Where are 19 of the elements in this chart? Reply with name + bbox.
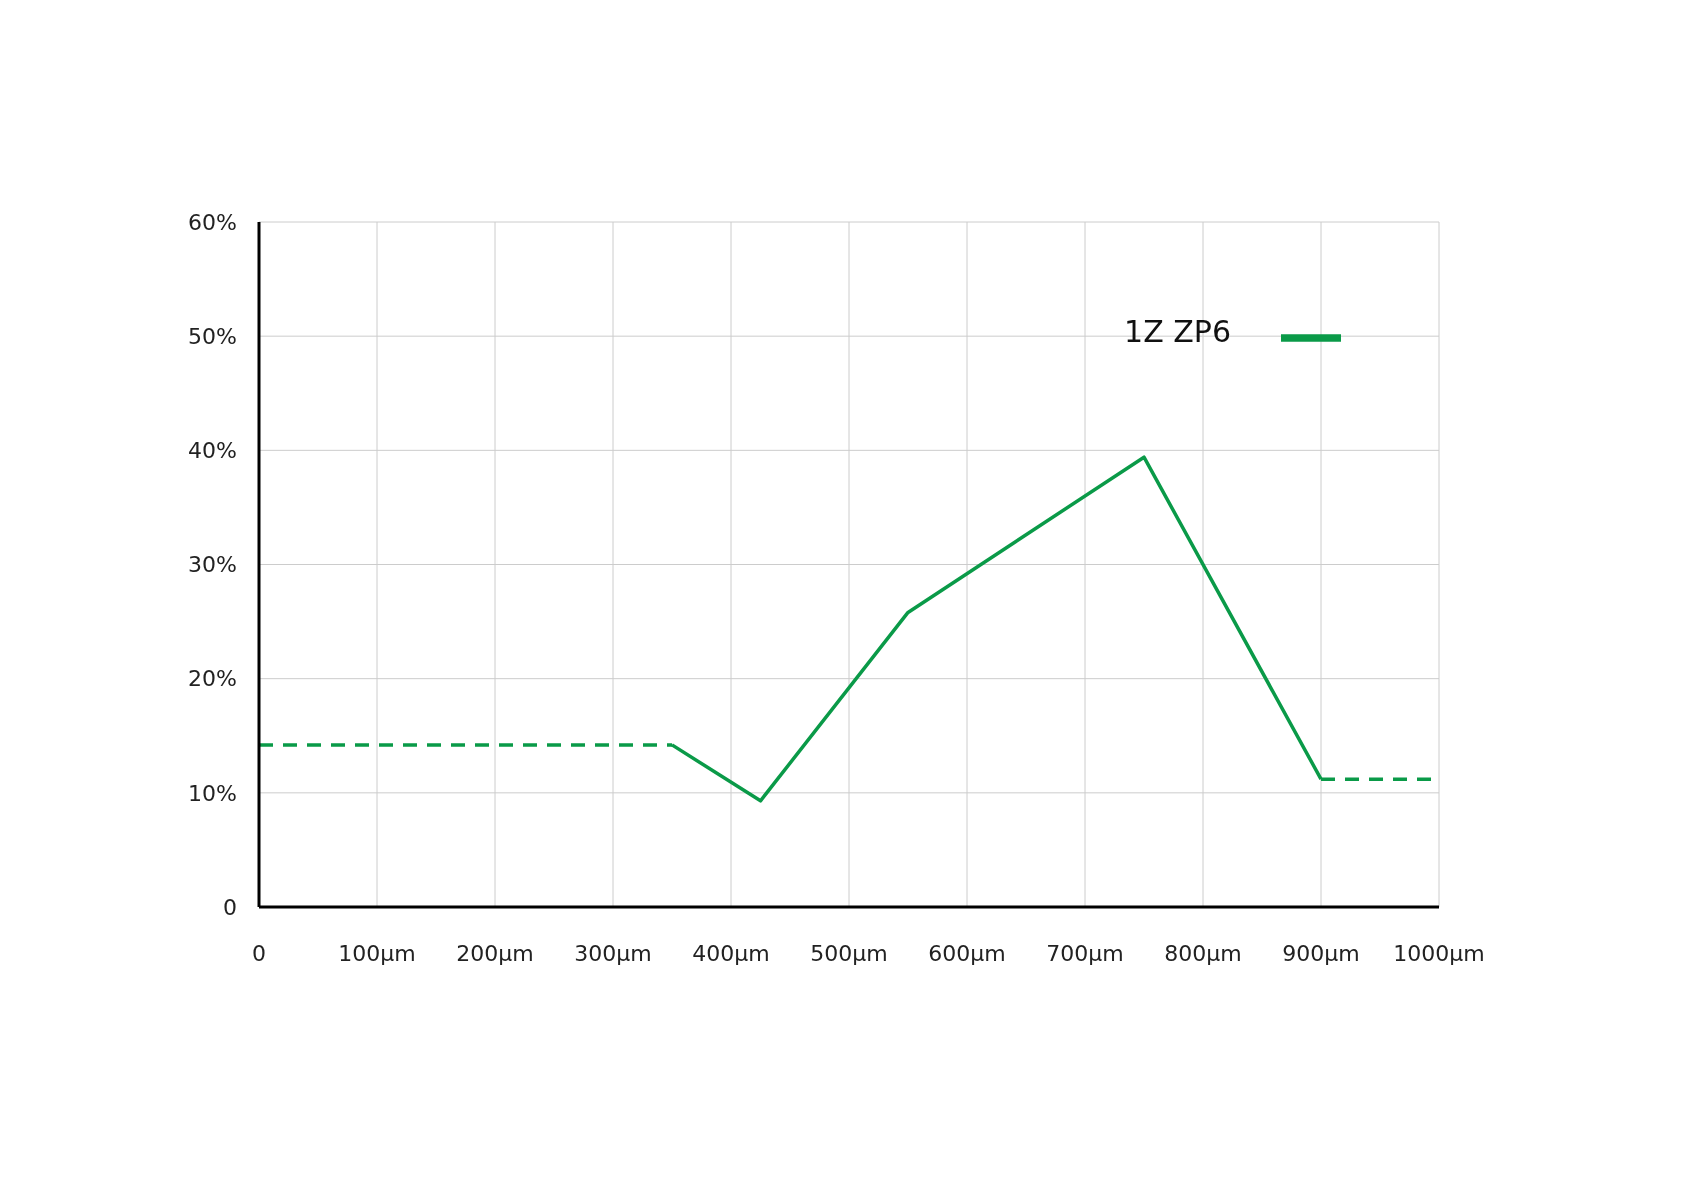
y-tick-label: 60% bbox=[188, 209, 237, 235]
y-tick-label: 10% bbox=[188, 780, 237, 806]
x-tick-label: 0 bbox=[252, 940, 266, 966]
x-tick-label: 600µm bbox=[928, 940, 1006, 966]
y-tick-label: 40% bbox=[188, 438, 237, 464]
x-tick-label: 500µm bbox=[810, 940, 888, 966]
y-tick-label: 20% bbox=[188, 666, 237, 692]
y-tick-label: 0 bbox=[223, 894, 237, 920]
y-tick-label: 50% bbox=[188, 323, 237, 349]
x-tick-label: 300µm bbox=[574, 940, 652, 966]
legend-label: 1Z ZP6 bbox=[1124, 313, 1231, 349]
x-tick-label: 100µm bbox=[338, 940, 416, 966]
y-tick-label: 30% bbox=[188, 552, 237, 578]
x-tick-label: 400µm bbox=[692, 940, 770, 966]
x-tick-label: 700µm bbox=[1046, 940, 1124, 966]
x-tick-label: 200µm bbox=[456, 940, 534, 966]
x-tick-label: 900µm bbox=[1282, 940, 1360, 966]
x-tick-label: 800µm bbox=[1164, 940, 1242, 966]
x-tick-label: 1000µm bbox=[1393, 940, 1485, 966]
